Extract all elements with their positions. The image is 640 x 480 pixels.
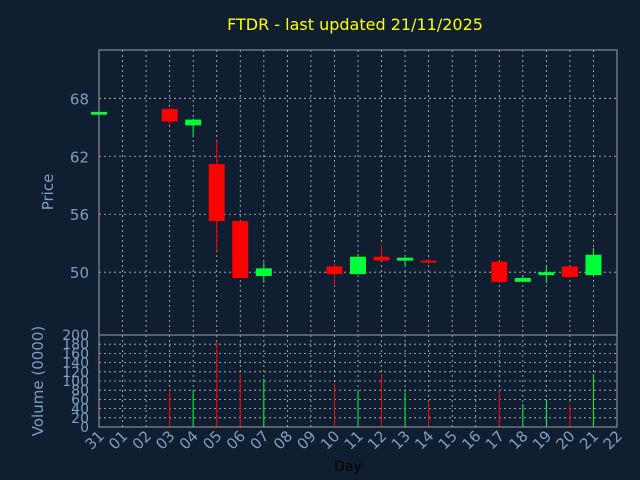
candle-body bbox=[397, 257, 414, 261]
volume-y-axis-label: Volume (0000) bbox=[29, 326, 47, 436]
candle-21 bbox=[585, 248, 602, 277]
candle-04 bbox=[185, 118, 202, 137]
volume-bars bbox=[169, 341, 594, 427]
candle-body bbox=[185, 119, 202, 126]
candle-07 bbox=[255, 262, 272, 283]
candle-body bbox=[585, 254, 602, 276]
candle-body bbox=[208, 164, 225, 221]
volume-y-tick-label: 80 bbox=[71, 383, 89, 399]
candle-body bbox=[161, 108, 178, 122]
candle-body bbox=[232, 221, 249, 278]
candle-body bbox=[514, 278, 531, 282]
candle-13 bbox=[397, 256, 414, 267]
candle-body bbox=[538, 272, 555, 276]
volume-y-tick-label: 40 bbox=[71, 402, 89, 418]
volume-y-tick-label: 0 bbox=[80, 420, 89, 436]
price-y-tick-label: 56 bbox=[70, 206, 89, 224]
volume-panel-frame bbox=[98, 334, 618, 428]
volume-y-tick-label: 60 bbox=[71, 392, 89, 408]
candle-19 bbox=[538, 266, 555, 283]
price-y-tick-label: 68 bbox=[70, 90, 89, 108]
candle-body bbox=[420, 260, 437, 263]
candle-body bbox=[350, 256, 366, 275]
volume-y-tick-label: 140 bbox=[62, 356, 89, 372]
candle-body bbox=[491, 261, 508, 282]
chart-title: FTDR - last updated 21/11/2025 bbox=[227, 15, 483, 34]
volume-y-tick-label: 160 bbox=[62, 346, 89, 362]
volume-y-tick-label: 180 bbox=[62, 337, 89, 353]
volume-y-tick-label: 100 bbox=[62, 374, 89, 390]
candle-14 bbox=[420, 258, 437, 264]
volume-y-tick-label: 200 bbox=[62, 328, 89, 344]
price-grid bbox=[99, 50, 617, 335]
price-y-ticks: 50 56 62 68 bbox=[70, 90, 89, 282]
price-y-tick-label: 50 bbox=[70, 264, 89, 282]
volume-y-tick-label: 120 bbox=[62, 365, 89, 381]
candle-12 bbox=[373, 245, 390, 261]
candle-20 bbox=[561, 266, 578, 278]
candle-10 bbox=[326, 263, 343, 286]
x-axis-label: Day bbox=[334, 459, 362, 475]
candle-body bbox=[255, 268, 272, 277]
candle-17 bbox=[491, 261, 508, 283]
candle-06 bbox=[232, 221, 249, 278]
volume-y-tick-label: 20 bbox=[71, 411, 89, 427]
price-candles bbox=[91, 108, 602, 286]
price-y-axis-label: Price bbox=[39, 174, 57, 211]
candle-11 bbox=[350, 253, 366, 275]
candle-18 bbox=[514, 276, 531, 282]
candle-body bbox=[373, 256, 390, 261]
price-y-tick-label: 62 bbox=[70, 148, 89, 166]
candle-body bbox=[326, 266, 343, 275]
candle-body bbox=[561, 266, 578, 278]
candle-05 bbox=[208, 140, 225, 251]
x-tick-labels: 3101020304050607080910111213141516171819… bbox=[82, 427, 626, 453]
candle-03 bbox=[161, 108, 178, 126]
